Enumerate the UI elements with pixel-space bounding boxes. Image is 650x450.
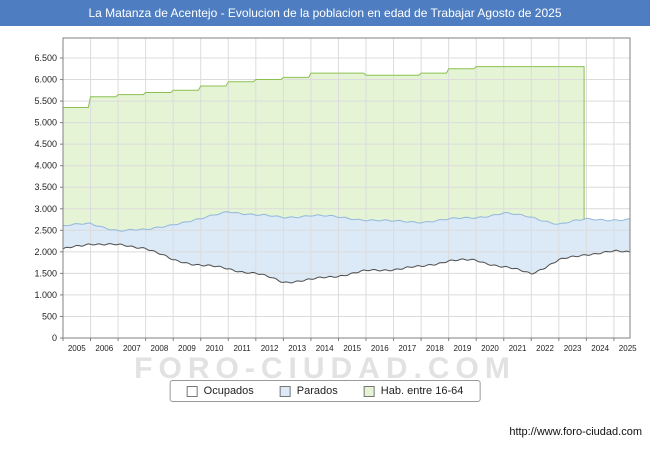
chart-title: La Matanza de Acentejo - Evolucion de la… bbox=[0, 0, 650, 26]
x-tick-label: 2018 bbox=[426, 344, 444, 353]
gridlines bbox=[63, 38, 630, 338]
x-tick-label: 2010 bbox=[206, 344, 224, 353]
x-tick-label: 2005 bbox=[68, 344, 86, 353]
y-tick-label: 1.000 bbox=[34, 290, 57, 300]
axis-ticks bbox=[60, 57, 615, 341]
legend-label-parados: Parados bbox=[296, 385, 338, 397]
x-tick-label: 2022 bbox=[536, 344, 554, 353]
x-tick-label: 2009 bbox=[178, 344, 196, 353]
series-lines bbox=[62, 66, 631, 284]
footer-url[interactable]: http://www.foro-ciudad.com bbox=[509, 426, 642, 438]
x-tick-label: 2014 bbox=[316, 344, 334, 353]
y-tick-label: 2.500 bbox=[34, 225, 57, 235]
x-tick-label: 2007 bbox=[123, 344, 141, 353]
x-tick-label: 2021 bbox=[509, 344, 527, 353]
plot-border bbox=[62, 37, 631, 339]
legend-label-hab: Hab. entre 16-64 bbox=[380, 385, 464, 397]
ocupados-line bbox=[62, 243, 631, 284]
y-tick-label: 4.000 bbox=[34, 161, 57, 171]
y-tick-label: 6.500 bbox=[34, 53, 57, 63]
y-axis-labels: 0 500 1.000 1.500 2.000 2.500 3.000 3.500 4.000 4… bbox=[34, 53, 57, 343]
y-tick-label: 5.500 bbox=[34, 96, 57, 106]
y-tick-label: 3.000 bbox=[34, 204, 57, 214]
y-tick-label: 5.000 bbox=[34, 118, 57, 128]
x-tick-label: 2006 bbox=[95, 344, 113, 353]
ocupados-area bbox=[63, 243, 630, 338]
y-tick-label: 4.500 bbox=[34, 139, 57, 149]
y-tick-label: 6.000 bbox=[34, 75, 57, 85]
x-tick-label: 2025 bbox=[619, 344, 637, 353]
hab-line bbox=[63, 66, 585, 220]
hab-swatch bbox=[363, 385, 375, 397]
legend-item-parados: Parados bbox=[279, 385, 338, 397]
x-tick-label: 2015 bbox=[343, 344, 361, 353]
x-tick-label: 2023 bbox=[564, 344, 582, 353]
x-tick-label: 2020 bbox=[481, 344, 499, 353]
x-tick-label: 2012 bbox=[261, 344, 279, 353]
y-tick-label: 1.500 bbox=[34, 268, 57, 278]
legend-label-ocupados: Ocupados bbox=[203, 385, 254, 397]
x-tick-label: 2016 bbox=[371, 344, 389, 353]
x-tick-label: 2024 bbox=[591, 344, 609, 353]
y-tick-label: 3.500 bbox=[34, 182, 57, 192]
legend: Ocupados Parados Hab. entre 16-64 bbox=[169, 380, 481, 402]
x-tick-label: 2013 bbox=[288, 344, 306, 353]
parados-swatch bbox=[279, 385, 291, 397]
x-tick-label: 2011 bbox=[233, 344, 251, 353]
series-areas bbox=[63, 66, 630, 338]
y-tick-label: 500 bbox=[42, 311, 57, 321]
x-tick-label: 2019 bbox=[454, 344, 472, 353]
ocupados-swatch bbox=[186, 385, 198, 397]
x-axis-labels: 2005 2006 2007 2008 2009 2010 2011 2012 2013 2014… bbox=[68, 344, 637, 353]
y-tick-label: 2.000 bbox=[34, 247, 57, 257]
x-tick-label: 2017 bbox=[398, 344, 416, 353]
population-area-chart: 0 500 1.000 1.500 2.000 2.500 3.000 3.500 4.000 4… bbox=[34, 37, 637, 353]
parados-line bbox=[62, 211, 630, 232]
y-tick-label: 0 bbox=[52, 333, 57, 343]
x-tick-label: 2008 bbox=[151, 344, 169, 353]
legend-item-ocupados: Ocupados bbox=[186, 385, 254, 397]
watermark: FORO-CIUDAD.COM bbox=[134, 352, 516, 385]
legend-item-hab: Hab. entre 16-64 bbox=[363, 385, 464, 397]
